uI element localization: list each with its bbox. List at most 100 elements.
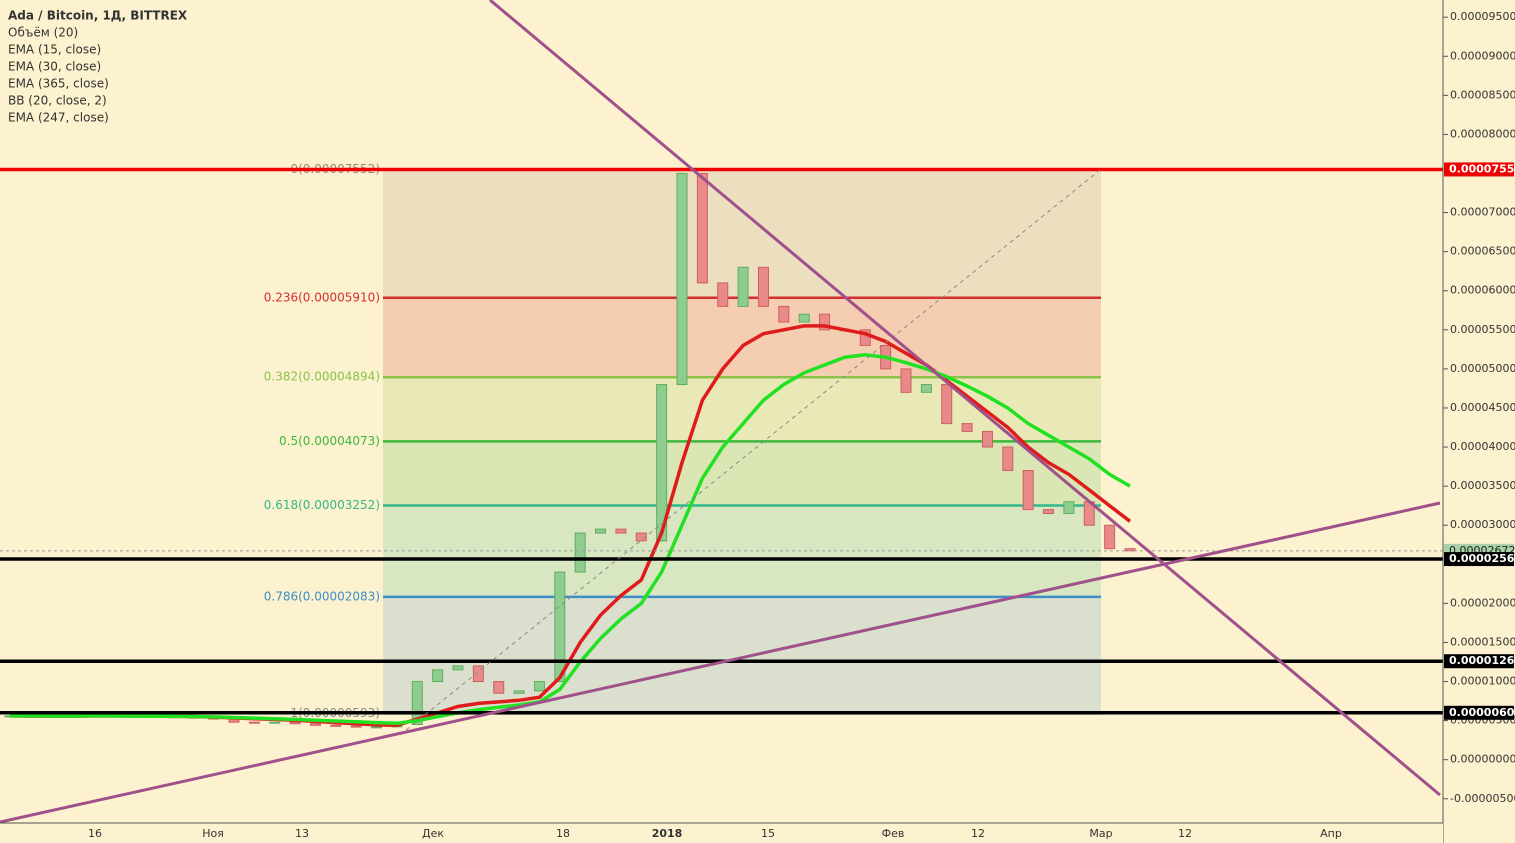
indicator-label: EMA (365, close) xyxy=(8,77,109,91)
candle xyxy=(676,173,688,386)
y-tick-label: 0.00003000 xyxy=(1450,518,1515,531)
fib-zone xyxy=(383,441,1101,506)
candle xyxy=(269,721,281,724)
x-tick-label: 2018 xyxy=(652,827,683,840)
price-tag-label: 0.00000600 xyxy=(1449,706,1515,719)
axes: 0.00009500 0.00009000 0.00008500 0.00008000… xyxy=(88,10,1515,840)
price-tag-label: 0.00001260 xyxy=(1449,654,1515,667)
y-tick-label: 0.00004500 xyxy=(1450,401,1515,414)
y-tick-label: -0.00000500 xyxy=(1450,792,1515,805)
candle xyxy=(350,725,362,728)
indicator-label: EMA (247, close) xyxy=(8,111,109,125)
candle xyxy=(371,726,383,729)
candle xyxy=(493,681,505,694)
indicator-label: EMA (15, close) xyxy=(8,43,101,57)
x-tick-label: Ноя xyxy=(202,827,224,840)
x-tick-label: Апр xyxy=(1320,827,1342,840)
price-tag xyxy=(1444,654,1514,669)
x-tick-label: 12 xyxy=(971,827,985,840)
x-tick-label: Дек xyxy=(422,827,444,840)
candle xyxy=(757,266,769,307)
y-tick-label: 0.00005000 xyxy=(1450,362,1515,375)
fib-label: 0.618(0.00003252) xyxy=(264,498,380,512)
price-tag xyxy=(1444,552,1514,567)
y-tick-label: 0.00006000 xyxy=(1450,284,1515,297)
candle xyxy=(452,665,464,671)
price-tag xyxy=(1444,705,1514,720)
y-tick-label: 0.00004000 xyxy=(1450,440,1515,453)
trend-line xyxy=(0,501,1441,824)
y-tick-label: 0.00000000 xyxy=(1450,753,1515,766)
y-tick-label: 0.00008000 xyxy=(1450,127,1515,140)
candle xyxy=(289,721,301,725)
candle xyxy=(1063,501,1075,514)
indicator-label: Объём (20) xyxy=(8,26,78,40)
x-tick-label: 13 xyxy=(295,827,309,840)
candle xyxy=(696,173,708,284)
x-tick-label: 12 xyxy=(1178,827,1192,840)
y-tick-label: 0.00008500 xyxy=(1450,88,1515,101)
fib-zone xyxy=(383,596,1101,714)
y-tick-label: 0.00001000 xyxy=(1450,675,1515,688)
candle xyxy=(411,681,423,726)
time-axis xyxy=(0,823,1443,843)
candle xyxy=(533,681,545,692)
price-tag-label: 0.00002567 xyxy=(1449,552,1515,565)
candle xyxy=(900,368,912,393)
x-tick-label: 18 xyxy=(556,827,570,840)
candle xyxy=(941,384,953,425)
candle xyxy=(595,528,607,534)
x-tick-label: 16 xyxy=(88,827,102,840)
indicator-label: EMA (30, close) xyxy=(8,60,101,74)
price-tag-label: 0.00007552 xyxy=(1449,162,1515,175)
indicator-label: BB (20, close, 2) xyxy=(8,94,107,108)
trend-line xyxy=(489,0,1441,797)
candle xyxy=(472,665,484,683)
candle xyxy=(1022,470,1034,511)
price-tag xyxy=(1444,162,1514,177)
y-tick-label: 0.00003500 xyxy=(1450,479,1515,492)
candle xyxy=(819,313,831,331)
y-tick-label: 0.00007000 xyxy=(1450,206,1515,219)
candle xyxy=(615,528,627,534)
candle xyxy=(432,669,444,683)
y-tick-label: 0.00006500 xyxy=(1450,245,1515,258)
y-tick-label: 0.00009500 xyxy=(1450,10,1515,23)
ema-line xyxy=(9,353,1131,726)
y-tick-label: 0.00005500 xyxy=(1450,323,1515,336)
candle xyxy=(248,721,260,724)
candle xyxy=(574,532,586,573)
candle xyxy=(961,423,973,432)
candle xyxy=(1104,524,1116,550)
fib-diagonal xyxy=(399,169,1101,736)
candle xyxy=(554,571,566,683)
candle xyxy=(513,690,525,694)
x-tick-label: 15 xyxy=(761,827,775,840)
candle xyxy=(778,305,790,323)
y-tick-label: 0.00002000 xyxy=(1450,596,1515,609)
x-tick-label: Мар xyxy=(1089,827,1112,840)
chart-title: Ada / Bitcoin, 1Д, BITTREX xyxy=(8,9,188,23)
legend: Объём (20) EMA (15, close) EMA (30, close)… xyxy=(8,26,109,125)
candle xyxy=(981,430,993,448)
y-tick-label: 0.00009000 xyxy=(1450,49,1515,62)
candle xyxy=(798,313,810,323)
candle xyxy=(859,329,871,346)
candle xyxy=(1043,509,1055,514)
fib-zone xyxy=(383,377,1101,442)
candle xyxy=(1002,446,1014,472)
fib-label: 0.236(0.00005910) xyxy=(264,290,380,304)
y-tick-label: 0.00001500 xyxy=(1450,635,1515,648)
candle xyxy=(656,384,668,542)
price-axis xyxy=(1443,0,1515,843)
candle xyxy=(920,384,932,393)
fib-zone xyxy=(383,297,1101,378)
x-tick-label: Фев xyxy=(882,827,905,840)
candle xyxy=(309,723,321,726)
candle xyxy=(330,724,342,727)
fib-zone xyxy=(383,505,1101,597)
candle xyxy=(717,282,729,307)
